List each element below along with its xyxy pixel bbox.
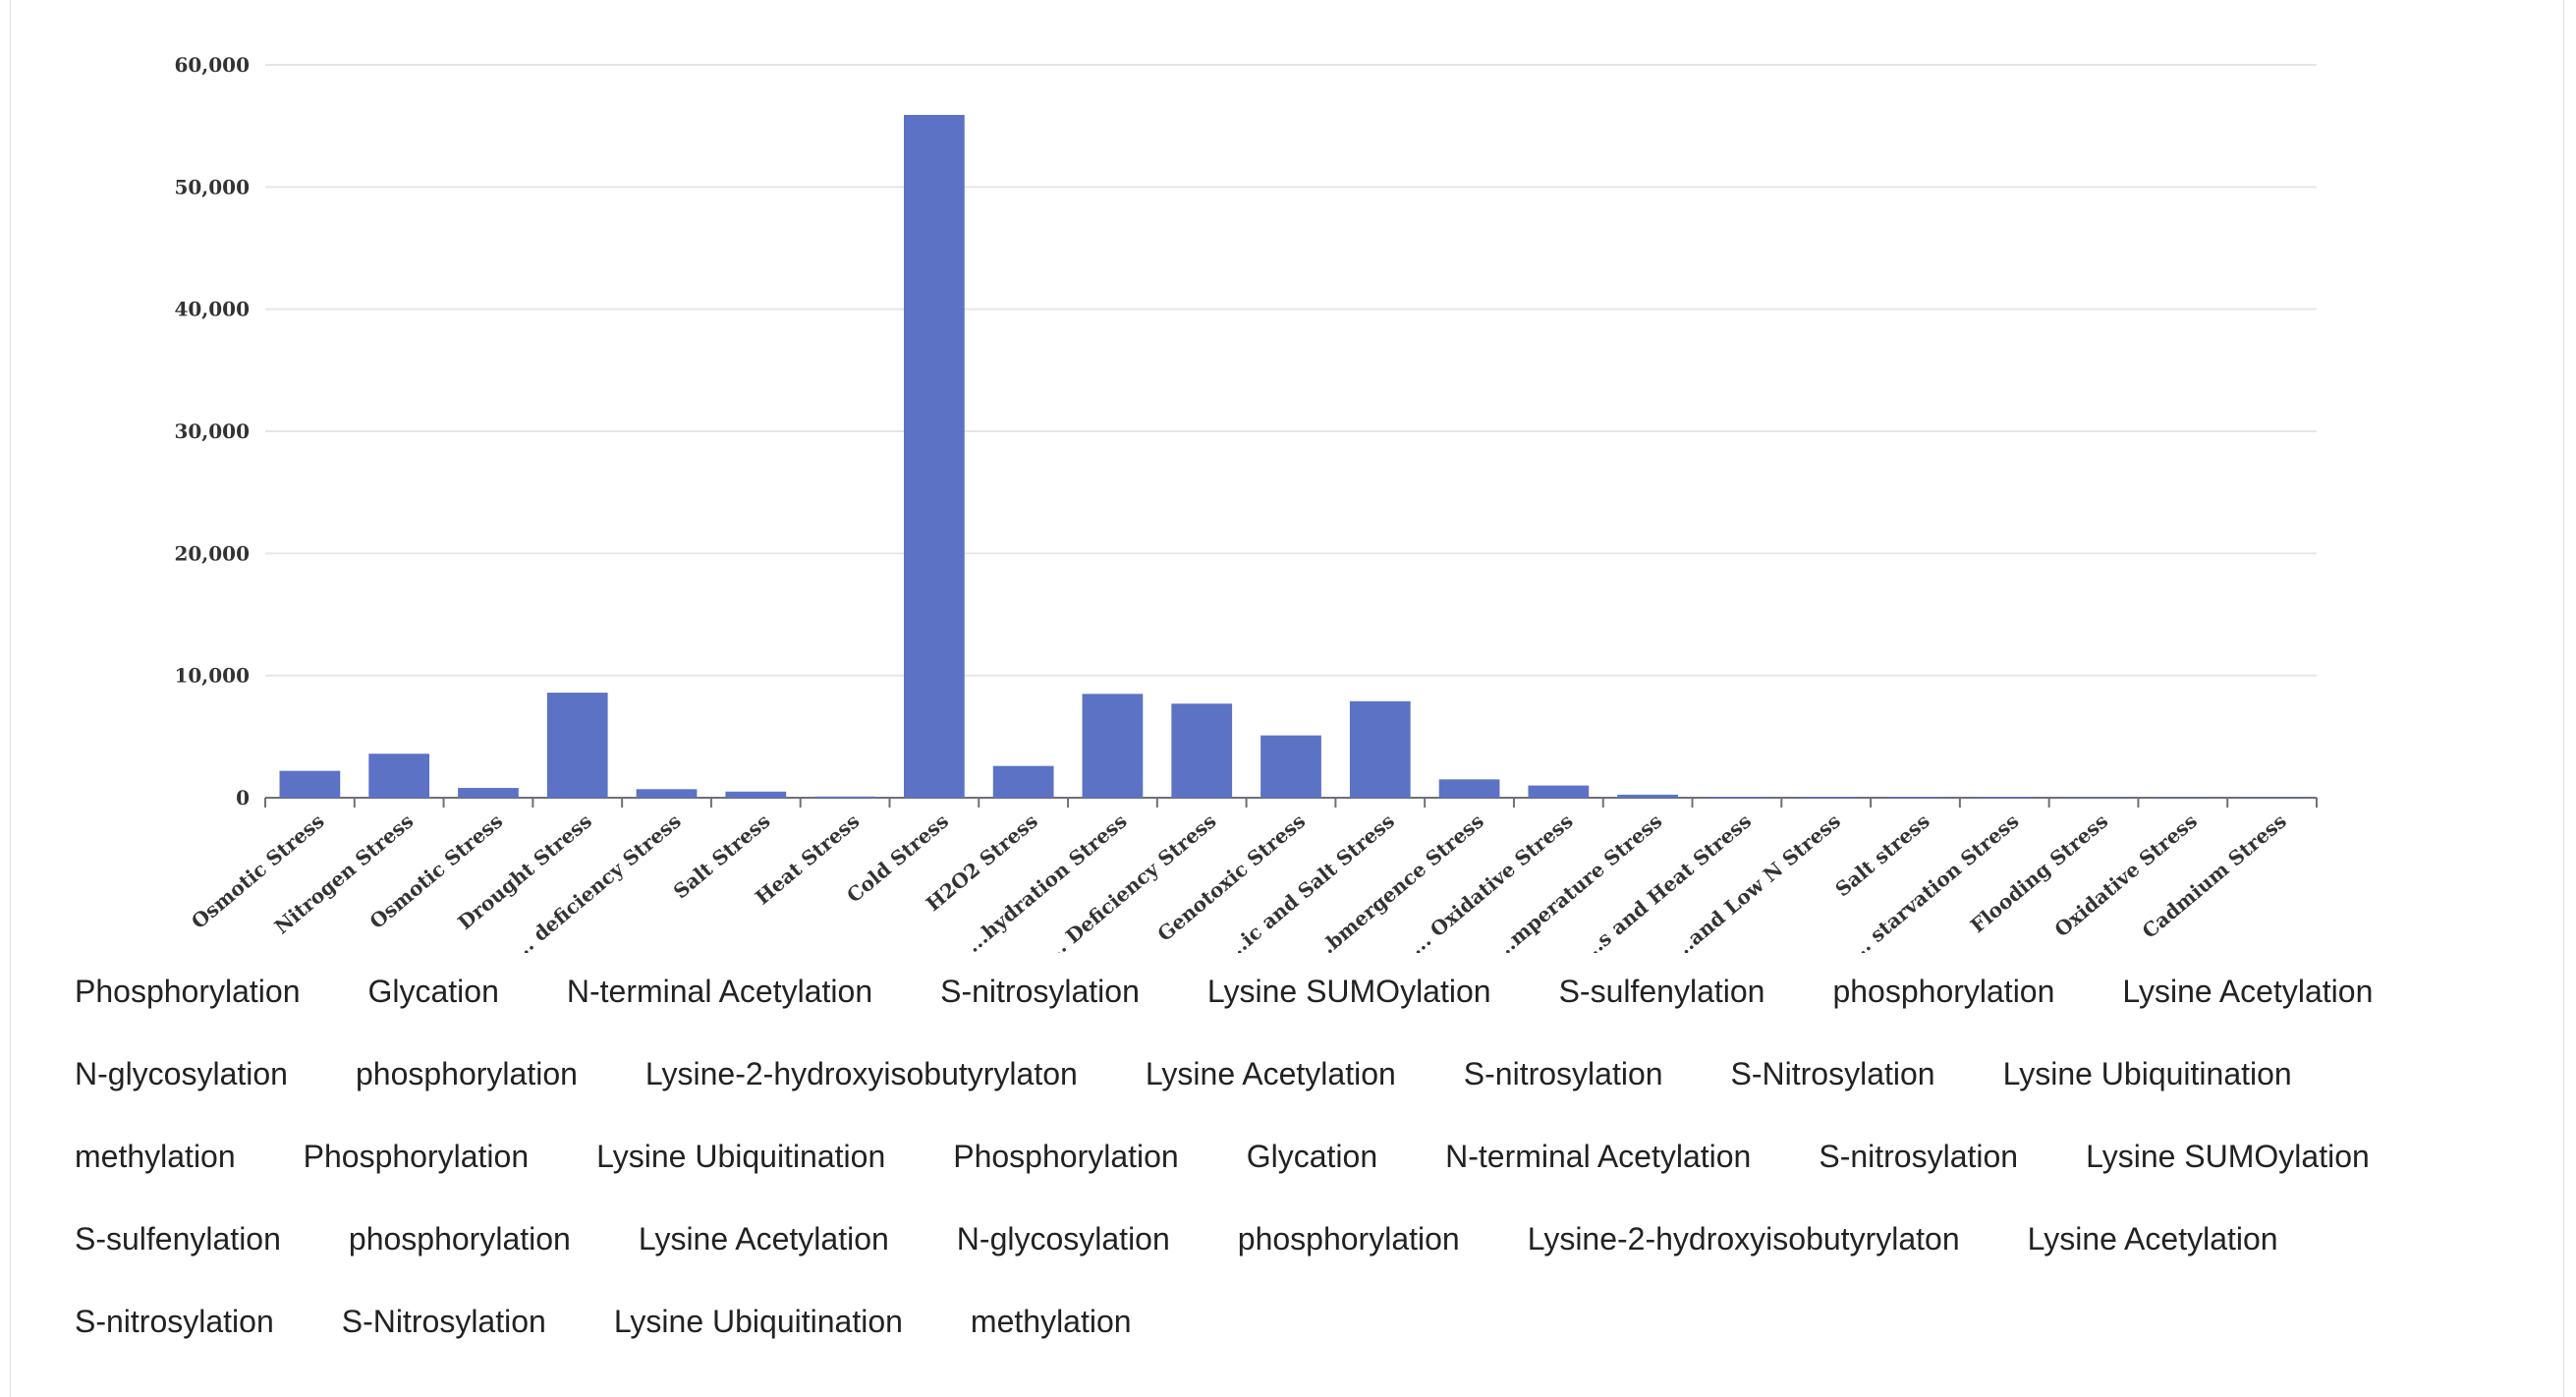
- legend-item[interactable]: Phosphorylation: [303, 1139, 530, 1174]
- legend-item[interactable]: phosphorylation: [355, 1056, 578, 1091]
- y-tick-label: 40,000: [174, 298, 250, 321]
- legend-item[interactable]: Glycation: [1246, 1139, 1378, 1174]
- legend-item[interactable]: phosphorylation: [1832, 974, 2055, 1009]
- bar[interactable]: [1438, 779, 1500, 798]
- legend-item[interactable]: Phosphorylation: [953, 1139, 1179, 1174]
- legend-item[interactable]: N-glycosylation: [75, 1056, 288, 1091]
- legend-item[interactable]: Lysine Ubiquitination: [596, 1139, 886, 1174]
- x-tick-label: ... starvation Stress: [1844, 809, 2023, 953]
- x-tick-label: ...s and Heat Stress: [1577, 809, 1756, 953]
- bar[interactable]: [1795, 797, 1857, 798]
- x-tick-label: Genotoxic Stress: [1152, 809, 1310, 945]
- bar[interactable]: [546, 693, 608, 798]
- legend-item[interactable]: N-glycosylation: [956, 1221, 1170, 1257]
- y-tick-label: 20,000: [174, 541, 250, 565]
- legend-item[interactable]: Lysine Ubiquitination: [613, 1304, 903, 1339]
- legend-item[interactable]: S-sulfenylation: [1558, 974, 1765, 1009]
- x-tick-label: ...hydration Stress: [962, 809, 1132, 953]
- legend-item[interactable]: Phosphorylation: [75, 974, 301, 1009]
- bar[interactable]: [1260, 735, 1321, 798]
- bar[interactable]: [1349, 700, 1411, 798]
- legend-item[interactable]: Lysine Acetylation: [2122, 974, 2374, 1009]
- x-tick-label: ... Deficiency Stress: [1040, 809, 1221, 953]
- legend-item[interactable]: S-nitrosylation: [1463, 1056, 1663, 1091]
- y-tick-label: 50,000: [174, 175, 250, 198]
- legend-item[interactable]: S-nitrosylation: [940, 974, 1140, 1009]
- bar[interactable]: [814, 796, 875, 798]
- legend-item[interactable]: phosphorylation: [348, 1221, 571, 1257]
- legend-item[interactable]: methylation: [970, 1304, 1132, 1339]
- x-tick-label: ...ic and Salt Stress: [1221, 809, 1399, 953]
- legend-item[interactable]: phosphorylation: [1237, 1221, 1460, 1257]
- x-tick-label: ... deficiency Stress: [508, 809, 686, 953]
- legend-item[interactable]: N-terminal Acetylation: [566, 974, 873, 1009]
- legend-item[interactable]: Lysine-2-hydroxyisobutyrylaton: [644, 1056, 1078, 1091]
- legend-item[interactable]: Lysine Acetylation: [2027, 1221, 2278, 1257]
- x-tick-label: ... Oxidative Stress: [1405, 809, 1578, 953]
- legend-item[interactable]: Lysine Acetylation: [1145, 1056, 1396, 1091]
- chart-frame: [10, 0, 2564, 1397]
- bar[interactable]: [279, 770, 341, 798]
- bar[interactable]: [1171, 703, 1233, 798]
- legend-item[interactable]: S-nitrosylation: [75, 1304, 274, 1339]
- bar[interactable]: [1884, 797, 1946, 798]
- legend-item[interactable]: S-Nitrosylation: [1730, 1056, 1935, 1091]
- bar[interactable]: [1617, 794, 1678, 798]
- legend-item[interactable]: Glycation: [367, 974, 499, 1009]
- legend-item[interactable]: methylation: [75, 1139, 236, 1174]
- legend-item[interactable]: Lysine Ubiquitination: [2002, 1056, 2292, 1091]
- legend-item[interactable]: Lysine Acetylation: [638, 1221, 889, 1257]
- bar[interactable]: [2063, 797, 2124, 798]
- bar[interactable]: [1974, 797, 2036, 798]
- bar[interactable]: [368, 754, 430, 798]
- y-tick-label: 30,000: [174, 419, 250, 443]
- y-tick-label: 60,000: [174, 53, 250, 77]
- bar[interactable]: [636, 789, 698, 798]
- legend-item[interactable]: S-Nitrosylation: [341, 1304, 546, 1339]
- bar-chart: 010,00020,00030,00040,00050,00060,000Osm…: [174, 53, 2318, 953]
- bar[interactable]: [904, 114, 965, 798]
- legend-item[interactable]: Lysine SUMOylation: [1206, 974, 1491, 1009]
- bar[interactable]: [2241, 797, 2303, 799]
- bar[interactable]: [458, 788, 519, 798]
- bar[interactable]: [1528, 785, 1590, 798]
- bar[interactable]: [2152, 797, 2213, 799]
- y-tick-label: 10,000: [174, 664, 250, 688]
- bar[interactable]: [725, 791, 787, 798]
- legend-item[interactable]: S-nitrosylation: [1819, 1139, 2019, 1174]
- legend-item[interactable]: Lysine SUMOylation: [2086, 1139, 2370, 1174]
- legend: Phosphorylation Glycation N-terminal Acety…: [75, 968, 2472, 1345]
- x-tick-label: ...and Low N Stress: [1667, 809, 1845, 953]
- legend-item[interactable]: Lysine-2-hydroxyisobutyrylaton: [1527, 1221, 1960, 1257]
- x-tick-label: ...mperature Stress: [1489, 809, 1667, 953]
- legend-item[interactable]: N-terminal Acetylation: [1445, 1139, 1752, 1174]
- x-tick-label: Cadmium Stress: [2138, 809, 2291, 942]
- bar[interactable]: [1082, 694, 1144, 798]
- bar[interactable]: [1707, 797, 1767, 798]
- y-tick-label: 0: [236, 786, 250, 810]
- legend-item[interactable]: S-sulfenylation: [75, 1221, 281, 1257]
- bar[interactable]: [992, 765, 1054, 798]
